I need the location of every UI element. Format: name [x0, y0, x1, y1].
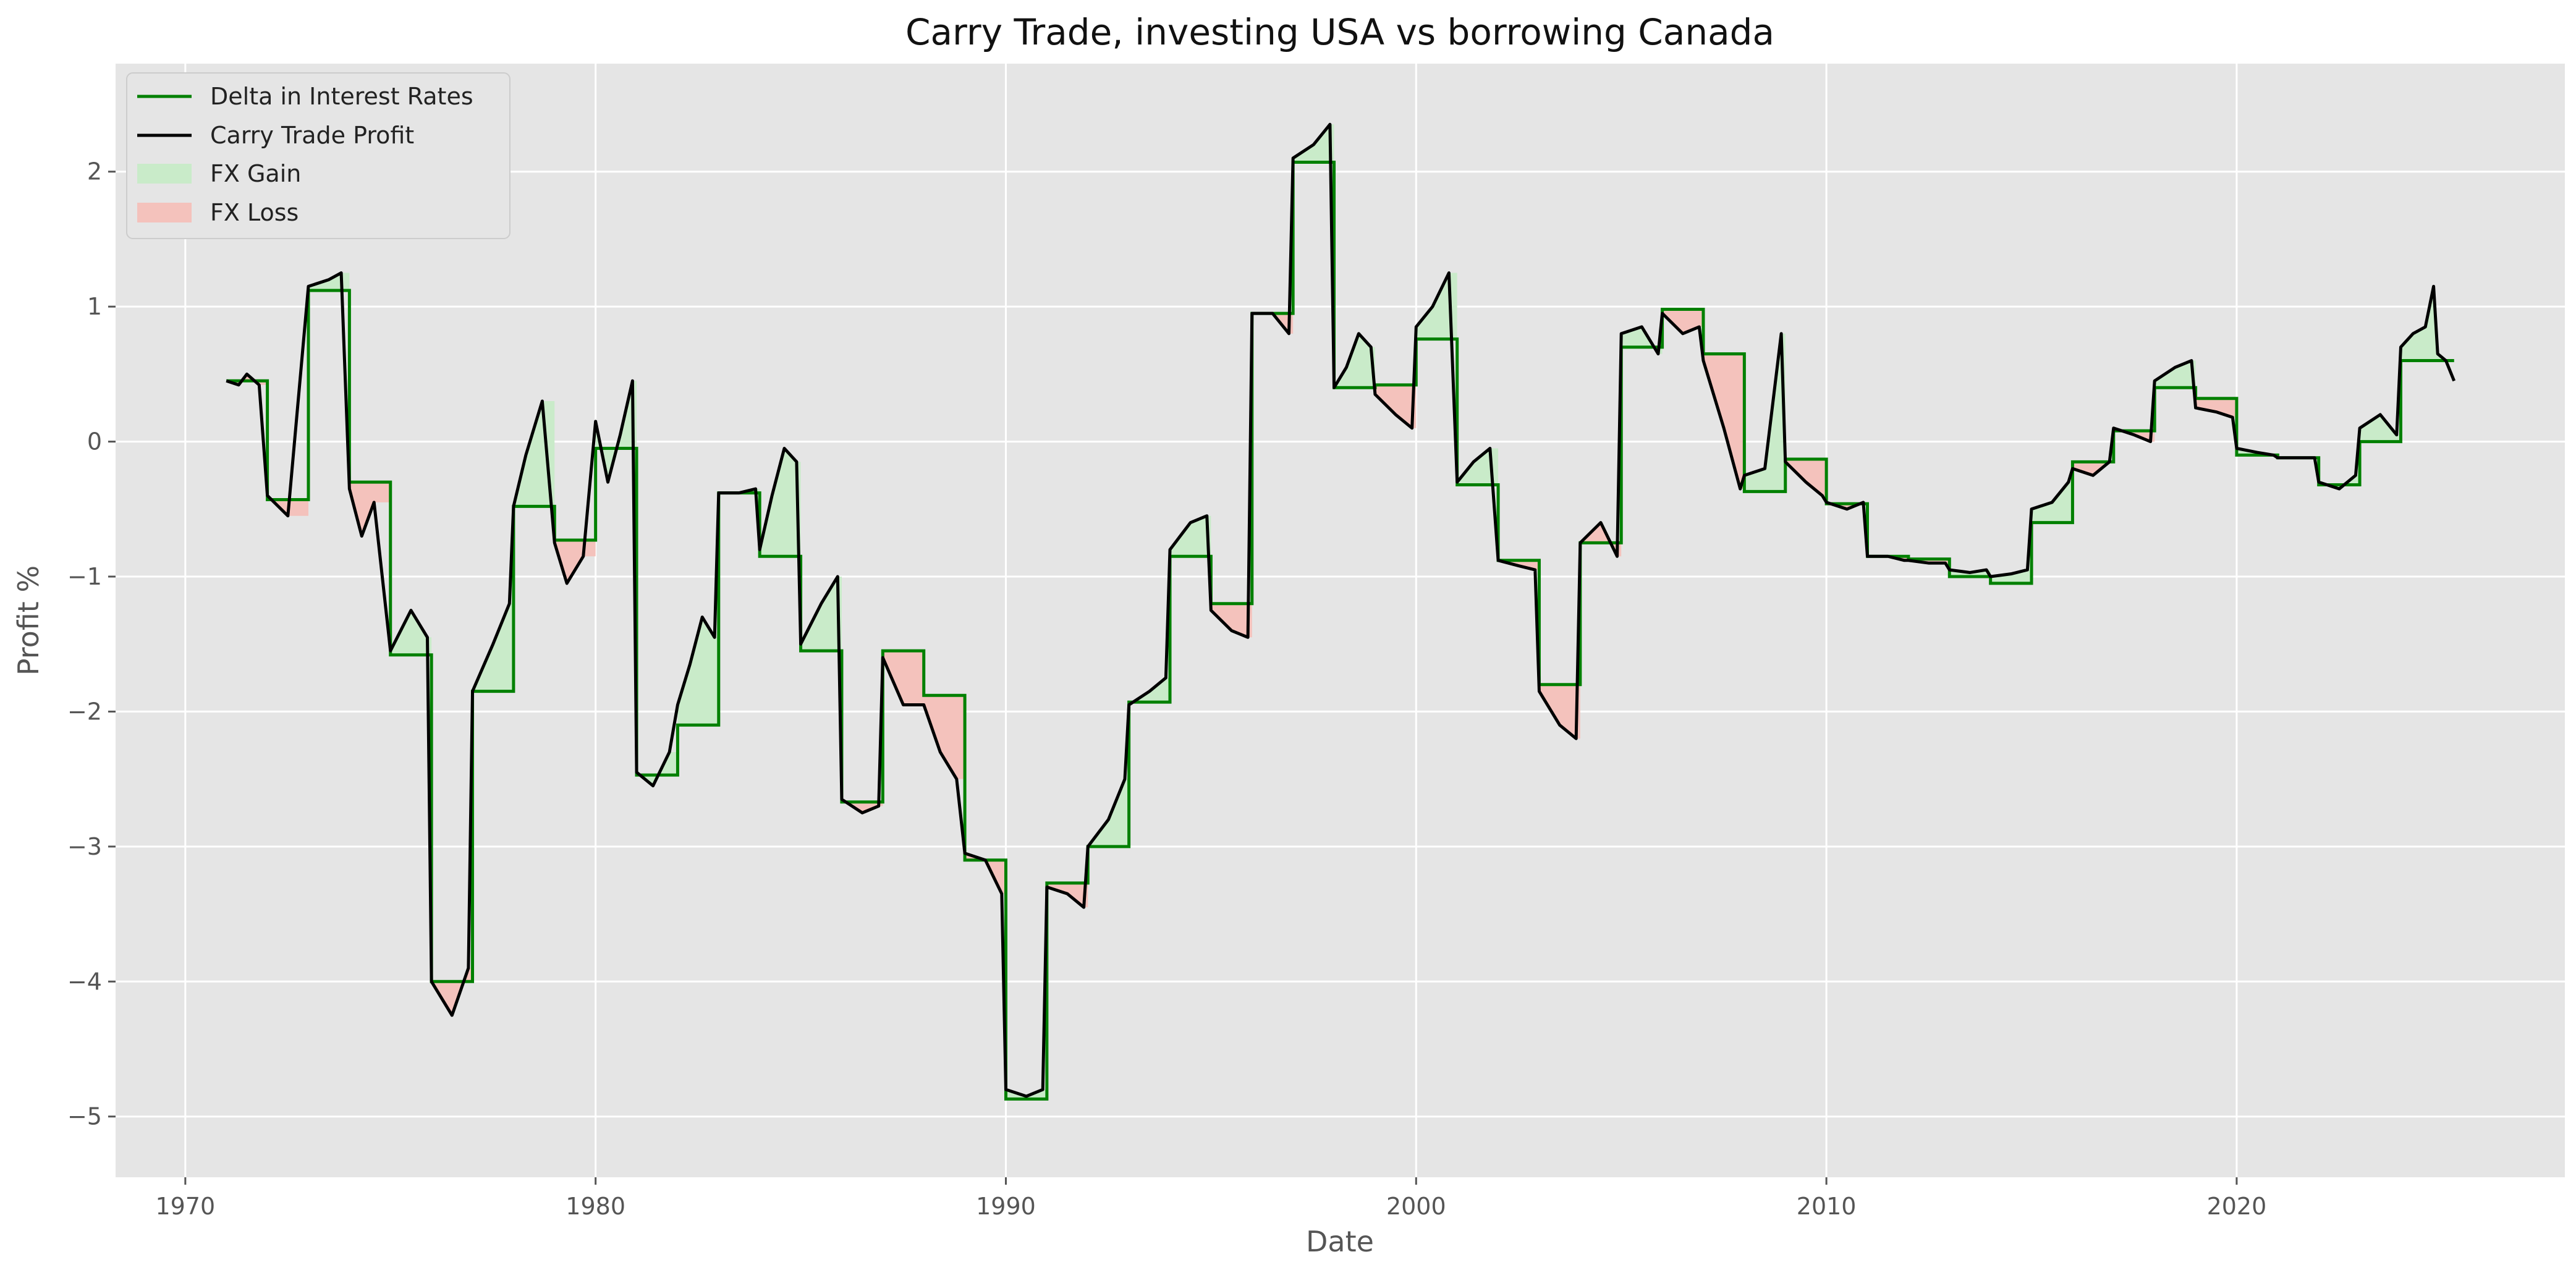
profit-series	[226, 122, 2456, 1098]
y-axis-ticks: −5 −4 −3 −2 −1 0 1 2	[67, 158, 116, 1130]
fx-loss-area	[883, 651, 924, 705]
profit-line	[226, 122, 2456, 1098]
fx-gain-area	[637, 751, 678, 786]
fx-gain-area	[760, 448, 801, 557]
fx-gain-area	[1416, 273, 1457, 339]
delta-series	[226, 160, 2454, 1101]
y-tick-label: −2	[67, 698, 102, 725]
legend-delta-label: Delta in Interest Rates	[210, 83, 473, 110]
fx-gain-area	[800, 577, 842, 651]
y-tick-label: 2	[87, 158, 102, 185]
fx-loss-area	[1539, 684, 1580, 739]
grid-lines	[116, 64, 2565, 1177]
y-tick-label: −5	[67, 1103, 102, 1130]
fx-loss-area	[1580, 522, 1622, 557]
y-tick-label: −4	[67, 968, 102, 995]
fx-gain-area	[2154, 360, 2196, 388]
x-tick-label: 1980	[566, 1193, 625, 1220]
fx-loss-area	[1252, 313, 1294, 334]
fx-loss-area	[1211, 603, 1252, 638]
fx-gain-area	[1006, 1090, 1047, 1099]
fx-loss-area	[965, 853, 1006, 894]
plot-area	[116, 64, 2565, 1177]
fx-gain-area	[1334, 333, 1375, 388]
delta-step-line	[226, 160, 2454, 1101]
fx-loss-area	[2195, 398, 2237, 418]
legend-box	[126, 72, 511, 239]
x-tick-label: 2010	[1797, 1193, 1857, 1220]
y-tick-label: 0	[87, 428, 102, 455]
fx-loss-area	[1375, 384, 1417, 428]
x-tick-label: 1990	[976, 1193, 1036, 1220]
legend-profit-label: Carry Trade Profit	[210, 122, 414, 149]
chart-title: Carry Trade, investing USA vs borrowing …	[905, 11, 1774, 53]
fx-loss-area	[923, 695, 965, 779]
x-axis-ticks: 1970 1980 1990 2000 2010 2020	[155, 1177, 2266, 1220]
y-tick-label: 1	[87, 293, 102, 320]
legend-gain-label: FX Gain	[210, 160, 301, 187]
legend-loss-swatch	[137, 203, 192, 222]
y-tick-label: −3	[67, 833, 102, 860]
fx-gain-area	[595, 381, 637, 483]
x-axis-label: Date	[1306, 1225, 1374, 1258]
fx-gain-area	[677, 617, 719, 726]
fx-gain-area	[2236, 448, 2278, 455]
x-tick-label: 2020	[2207, 1193, 2267, 1220]
legend-loss-label: FX Loss	[210, 199, 299, 226]
legend-gain-swatch	[137, 164, 192, 184]
fx-loss-area	[431, 968, 473, 1015]
y-tick-label: −1	[67, 563, 102, 590]
fx-loss-area	[1785, 459, 1827, 496]
x-tick-label: 1970	[155, 1193, 215, 1220]
fx-loss-area	[1662, 309, 1703, 334]
fx-gain-area	[308, 273, 350, 290]
fx-gain-area	[1990, 570, 2032, 583]
fx-gain-area	[1744, 333, 1786, 492]
y-axis-label: Profit %	[12, 565, 45, 675]
fx-loss-area	[1703, 353, 1745, 489]
fx-gain-area	[1170, 515, 1211, 557]
fx-gain-area	[390, 610, 432, 655]
fx-gain-area	[1457, 448, 1499, 485]
legend: Delta in Interest Rates Carry Trade Prof…	[126, 72, 511, 239]
x-tick-label: 2000	[1386, 1193, 1446, 1220]
fx-gain-area	[2360, 414, 2401, 442]
